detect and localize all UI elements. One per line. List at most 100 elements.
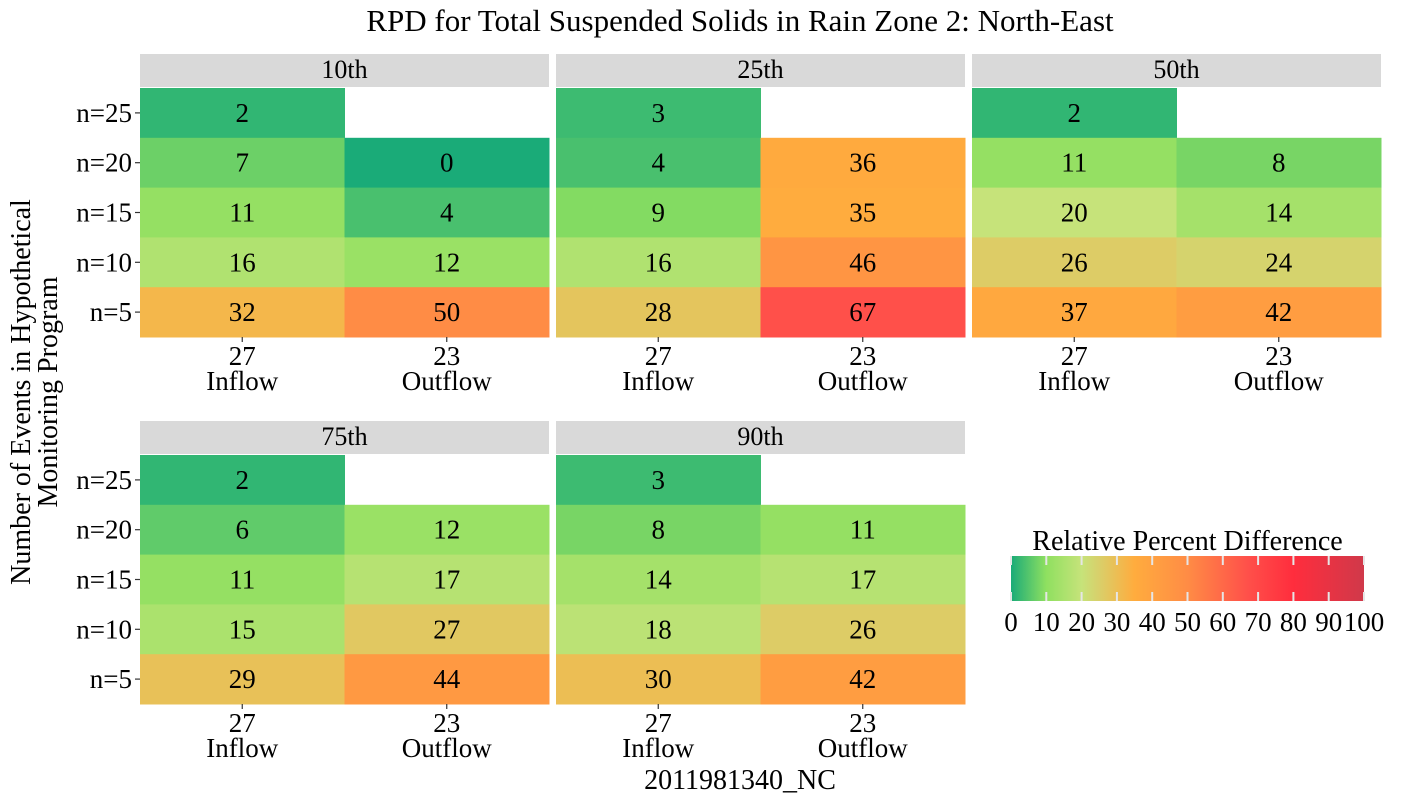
- cell-value-label: 44: [433, 664, 461, 694]
- facet-strip: [972, 54, 1381, 87]
- heatmap-cell: [556, 187, 761, 238]
- cell-value-label: 11: [850, 515, 876, 545]
- y-tick-label: n=5: [90, 297, 132, 327]
- facet-strip: [556, 421, 965, 454]
- x-tick-name-label: Inflow: [206, 733, 278, 763]
- heatmap-cell: [140, 654, 345, 705]
- x-tick-name-label: Outflow: [1234, 366, 1324, 396]
- cell-value-label: 30: [645, 664, 672, 694]
- cell-value-label: 16: [229, 247, 256, 277]
- heatmap-cell: [972, 237, 1177, 288]
- heatmap-cell: [140, 137, 345, 189]
- legend-tick-label: 70: [1245, 607, 1272, 637]
- cell-value-label: 11: [229, 565, 255, 595]
- y-axis-title: Number of Events in HypotheticalMonitori…: [6, 199, 64, 585]
- legend-tick-label: 80: [1280, 607, 1307, 637]
- heatmap-cell: [760, 187, 966, 238]
- heatmap-cell: [140, 455, 345, 506]
- heatmap-cell: [140, 554, 345, 605]
- heatmap-cell: [556, 137, 761, 189]
- x-tick-name-label: Inflow: [622, 366, 694, 396]
- legend-tick-label: 60: [1209, 607, 1236, 637]
- heatmap-cell: [344, 187, 550, 238]
- cell-value-label: 32: [229, 297, 256, 327]
- cell-value-label: 3: [652, 465, 666, 495]
- cell-value-label: 11: [229, 198, 255, 228]
- cell-value-label: 18: [645, 614, 672, 644]
- cell-value-label: 2: [1068, 98, 1082, 128]
- x-tick-count-label: 23: [849, 341, 876, 371]
- heatmap-cell: [556, 237, 761, 288]
- heatmap-cell: [760, 604, 966, 655]
- facet-strip: [140, 421, 549, 454]
- legend-tick-label: 30: [1103, 607, 1130, 637]
- x-tick-count-label: 23: [1265, 341, 1292, 371]
- heatmap-cell: [1176, 187, 1382, 238]
- cell-value-label: 36: [849, 148, 876, 178]
- cell-value-label: 46: [849, 247, 876, 277]
- facet-strip: [556, 54, 965, 87]
- heatmap-cell: [140, 287, 345, 338]
- facet-strip-label: 25th: [737, 55, 783, 84]
- cell-value-label: 12: [433, 247, 460, 277]
- heatmap-cell: [344, 287, 550, 338]
- cell-value-label: 2: [236, 465, 250, 495]
- heatmap-cell: [760, 137, 966, 189]
- legend-tick-label: 20: [1068, 607, 1095, 637]
- y-tick-label: n=15: [76, 565, 132, 595]
- heatmap-cell: [760, 554, 966, 605]
- cell-value-label: 8: [1272, 148, 1286, 178]
- y-tick-label: n=25: [76, 98, 132, 128]
- heatmap-cell: [556, 88, 761, 139]
- cell-value-label: 14: [1265, 198, 1293, 228]
- heatmap-cell: [556, 287, 761, 338]
- legend-tick-label: 40: [1139, 607, 1166, 637]
- x-tick-count-label: 27: [1061, 341, 1088, 371]
- heatmap-cell: [344, 654, 550, 705]
- x-tick-count-label: 27: [229, 708, 256, 738]
- cell-value-label: 28: [645, 297, 672, 327]
- svg-text:Number of Events in Hypothetic: Number of Events in HypotheticalMonitori…: [6, 199, 64, 585]
- cell-value-label: 0: [440, 148, 454, 178]
- x-tick-count-label: 23: [849, 708, 876, 738]
- x-axis-title: 2011981340_NC: [644, 765, 836, 796]
- cell-value-label: 50: [433, 297, 460, 327]
- cell-value-label: 42: [1265, 297, 1292, 327]
- cell-value-label: 17: [849, 565, 876, 595]
- x-tick-count-label: 27: [645, 708, 672, 738]
- heatmap-cell: [344, 554, 550, 605]
- heatmap-cell: [972, 88, 1177, 139]
- x-tick-count-label: 23: [433, 708, 460, 738]
- heatmap-cell: [972, 137, 1177, 189]
- heatmap-cell: [760, 237, 966, 288]
- x-tick-name-label: Outflow: [402, 733, 492, 763]
- y-tick-label: n=15: [76, 198, 132, 228]
- x-tick-count-label: 23: [433, 341, 460, 371]
- heatmap-cell: [556, 654, 761, 705]
- heatmap-cell: [140, 237, 345, 288]
- cell-value-label: 4: [440, 198, 454, 228]
- facet-strip-label: 75th: [321, 422, 367, 451]
- y-tick-label: n=25: [76, 465, 132, 495]
- cell-value-label: 8: [652, 515, 666, 545]
- heatmap-cell: [140, 187, 345, 238]
- legend-tick-label: 90: [1315, 607, 1342, 637]
- facet-strip-label: 50th: [1153, 55, 1199, 84]
- facet-panel-75th: 75th 2 6 12 11 17 15 27 29 44 n=25 n=20 n=15 n=10 n=5 2…: [76, 421, 550, 763]
- chart-title: RPD for Total Suspended Solids in Rain Z…: [366, 3, 1114, 38]
- heatmap-cell: [344, 237, 550, 288]
- heatmap-cell: [344, 504, 550, 556]
- y-tick-label: n=20: [76, 148, 132, 178]
- heatmap-cell: [140, 88, 345, 139]
- y-tick-label: n=10: [76, 247, 132, 277]
- heatmap-cell: [344, 137, 550, 189]
- cell-value-label: 37: [1061, 297, 1088, 327]
- cell-value-label: 26: [1061, 247, 1088, 277]
- cell-value-label: 12: [433, 515, 460, 545]
